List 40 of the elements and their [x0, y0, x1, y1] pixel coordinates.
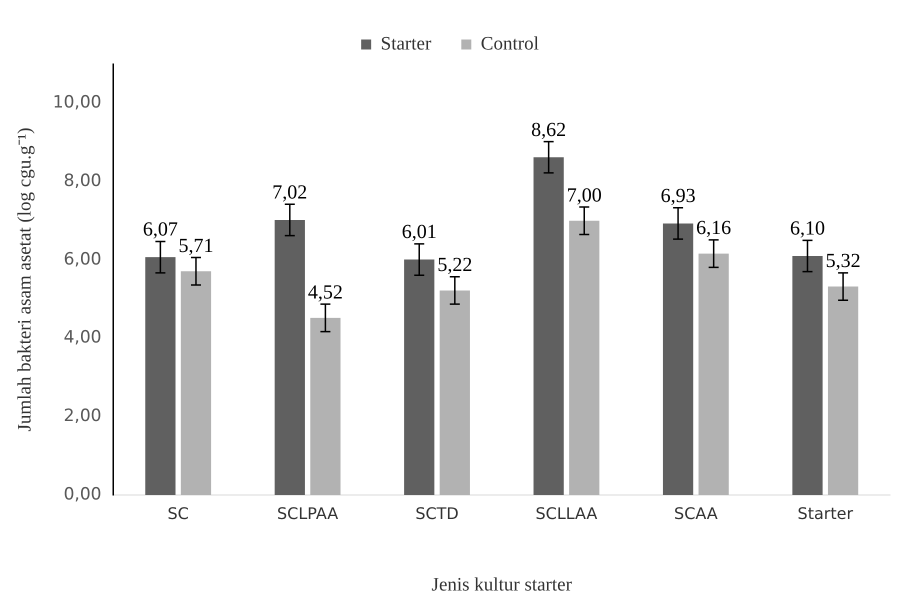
y-tick-label: 0,00 [64, 484, 102, 504]
data-label: 6,93 [660, 185, 696, 208]
data-label: 7,00 [566, 184, 602, 206]
y-tick-label: 10,00 [52, 92, 102, 113]
legend-label: Control [480, 33, 539, 54]
data-label: 8,62 [531, 118, 566, 141]
x-tick-label: SCAA [674, 504, 718, 523]
data-label: 5,71 [178, 234, 214, 257]
x-tick-label: SCLPAA [277, 504, 338, 523]
data-label: 5,22 [437, 254, 472, 276]
bar [569, 220, 600, 495]
data-label: 5,32 [826, 250, 861, 272]
bar [404, 260, 434, 495]
bar [310, 318, 341, 495]
x-tick-label: SCLLAA [536, 504, 598, 523]
y-tick-label: 2,00 [64, 406, 102, 426]
bar [180, 271, 212, 495]
data-label: 6,16 [696, 217, 732, 240]
bar [145, 257, 176, 495]
bar [698, 254, 729, 495]
bar [662, 223, 694, 495]
bar [534, 157, 564, 495]
y-tick-label: 6,00 [64, 249, 102, 270]
legend-label: Starter [380, 33, 432, 54]
x-axis-title: Jenis kultur starter [432, 574, 573, 596]
x-tick-label: SCTD [415, 504, 459, 523]
bar [828, 286, 858, 495]
data-label: 4,52 [308, 281, 343, 304]
x-tick-label: Starter [798, 504, 854, 523]
data-label: 7,02 [272, 182, 308, 204]
bar [440, 290, 470, 495]
x-tick-label: SC [168, 504, 189, 523]
data-label: 6,10 [790, 218, 825, 240]
y-tick-label: 4,00 [64, 328, 102, 348]
data-label: 6,01 [402, 221, 437, 244]
bar [792, 256, 823, 495]
data-label: 6,07 [142, 218, 178, 241]
y-tick-label: 8,00 [64, 170, 102, 191]
y-axis-title: Jumlah bakteri asam asetat (log cgu.g⁻¹) [14, 128, 36, 432]
bar [274, 220, 305, 495]
